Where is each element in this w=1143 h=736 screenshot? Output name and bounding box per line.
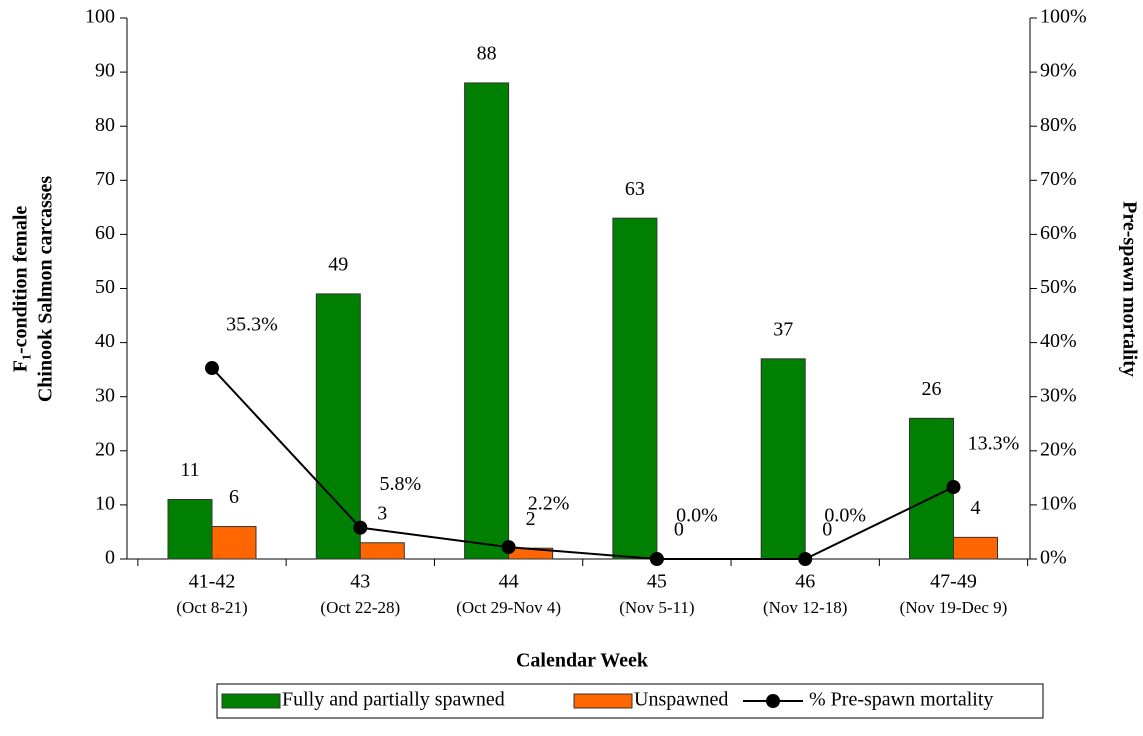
y2-tick-label: 100% xyxy=(1040,6,1087,28)
data-label: 63 xyxy=(625,178,645,200)
data-label: 3 xyxy=(377,502,387,524)
y-tick-label: 10 xyxy=(95,492,115,514)
y2-tick-label: 90% xyxy=(1040,60,1077,82)
data-label: 11 xyxy=(180,459,199,481)
line xyxy=(211,367,954,560)
y2-tick-label: 0% xyxy=(1040,547,1067,569)
y-tick-label: 80 xyxy=(95,114,115,136)
y2-tick-label: 70% xyxy=(1040,168,1077,190)
legend-label: Unspawned xyxy=(634,689,728,711)
x-tick-label: 44 xyxy=(499,571,519,593)
bar xyxy=(167,498,213,560)
data-label: 0.0% xyxy=(676,505,718,527)
bar xyxy=(359,542,405,560)
x-tick-sublabel: (Nov 12-18) xyxy=(763,598,848,617)
y-tick-label: 0 xyxy=(105,547,115,569)
y-tick-label: 20 xyxy=(95,438,115,460)
x-tick-sublabel: (Oct 8-21) xyxy=(176,598,247,617)
legend-label: Fully and partially spawned xyxy=(282,689,505,711)
x-tick-label: 41-42 xyxy=(189,571,236,593)
x-tick-label: 43 xyxy=(350,571,370,593)
y2-tick-label: 50% xyxy=(1040,276,1077,298)
data-label: 13.3% xyxy=(968,433,1020,455)
bar xyxy=(315,293,361,560)
legend-box xyxy=(216,683,1044,719)
x-tick-label: 47-49 xyxy=(930,571,977,593)
y2-axis-title: Pre-spawn mortality xyxy=(1118,201,1140,377)
line-marker xyxy=(946,480,961,495)
x-axis-title: Calendar Week xyxy=(516,650,649,672)
data-label: 6 xyxy=(229,486,239,508)
legend-swatch xyxy=(573,693,633,709)
data-label: 0.0% xyxy=(824,505,866,527)
data-label: 2.2% xyxy=(528,493,570,515)
data-label: 4 xyxy=(971,497,981,519)
line-marker xyxy=(501,540,516,555)
bar xyxy=(612,217,658,560)
y-tick-label: 60 xyxy=(95,222,115,244)
data-label: 26 xyxy=(922,378,942,400)
y2-tick-label: 10% xyxy=(1040,492,1077,514)
data-label: 0 xyxy=(674,519,684,541)
bar xyxy=(953,536,998,560)
line-marker xyxy=(205,361,219,376)
line-marker xyxy=(798,552,813,566)
y-tick-label: 70 xyxy=(95,168,115,190)
bar xyxy=(760,358,806,560)
data-label: 5.8% xyxy=(379,473,421,495)
y-tick-label: 40 xyxy=(95,330,115,352)
legend-marker xyxy=(766,694,780,708)
y2-tick-label: 60% xyxy=(1040,222,1077,244)
y2-tick-label: 30% xyxy=(1040,384,1077,406)
legend-swatch xyxy=(221,693,281,709)
bar xyxy=(464,82,510,560)
data-label: 0 xyxy=(822,519,832,541)
x-tick-sublabel: (Oct 29-Nov 4) xyxy=(456,598,561,617)
data-label: 2 xyxy=(526,508,536,530)
y2-tick-label: 20% xyxy=(1040,438,1077,460)
x-tick-sublabel: (Oct 22-28) xyxy=(320,598,400,617)
data-label: 49 xyxy=(328,254,348,276)
line-marker xyxy=(353,520,368,535)
y-axis-title: Chinook Salmon carcasses xyxy=(35,176,57,403)
legend-label: % Pre-spawn mortality xyxy=(809,689,993,711)
x-tick-label: 45 xyxy=(647,571,667,593)
bar xyxy=(909,417,954,560)
data-label: 37 xyxy=(773,318,793,340)
bar xyxy=(211,526,257,560)
x-tick-sublabel: (Nov 5-11) xyxy=(619,598,694,617)
x-tick-label: 46 xyxy=(795,571,815,593)
y-tick-label: 50 xyxy=(95,276,115,298)
data-label: 88 xyxy=(477,43,497,65)
line-marker xyxy=(649,552,664,566)
y-axis-title: F₁-condition female xyxy=(10,206,32,373)
x-tick-sublabel: (Nov 19-Dec 9) xyxy=(900,598,1008,617)
y-tick-label: 30 xyxy=(95,384,115,406)
data-label: 35.3% xyxy=(226,314,278,336)
y-tick-label: 90 xyxy=(95,60,115,82)
y2-tick-label: 80% xyxy=(1040,114,1077,136)
y-tick-label: 100 xyxy=(85,6,115,28)
y2-tick-label: 40% xyxy=(1040,330,1077,352)
